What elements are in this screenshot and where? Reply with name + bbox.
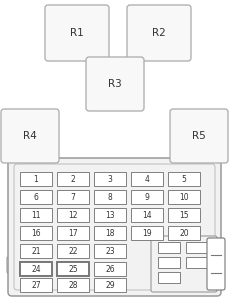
- Text: 2: 2: [71, 175, 75, 184]
- FancyBboxPatch shape: [86, 57, 144, 111]
- Bar: [20, 172, 52, 186]
- Text: 14: 14: [142, 211, 152, 220]
- Text: 25: 25: [68, 265, 78, 274]
- Bar: [20, 244, 52, 258]
- Text: 27: 27: [31, 280, 41, 290]
- Bar: [131, 190, 163, 204]
- FancyBboxPatch shape: [8, 158, 221, 296]
- FancyBboxPatch shape: [7, 257, 19, 273]
- Text: 18: 18: [105, 229, 115, 238]
- Text: 28: 28: [68, 280, 78, 290]
- FancyBboxPatch shape: [45, 5, 109, 61]
- Text: 26: 26: [105, 265, 115, 274]
- Text: R2: R2: [152, 28, 166, 38]
- Bar: [131, 172, 163, 186]
- Text: R4: R4: [23, 131, 37, 141]
- Text: 21: 21: [31, 247, 41, 256]
- Text: 7: 7: [71, 193, 75, 202]
- Bar: [158, 272, 180, 283]
- Text: 22: 22: [68, 247, 78, 256]
- Text: 1: 1: [34, 175, 38, 184]
- Bar: [168, 172, 200, 186]
- FancyBboxPatch shape: [207, 238, 225, 290]
- Bar: [94, 208, 126, 222]
- Bar: [94, 262, 126, 276]
- Bar: [158, 257, 180, 268]
- Bar: [168, 208, 200, 222]
- FancyBboxPatch shape: [1, 109, 59, 163]
- Text: 10: 10: [179, 193, 189, 202]
- Text: 23: 23: [105, 247, 115, 256]
- Text: R5: R5: [192, 131, 206, 141]
- Text: 8: 8: [108, 193, 112, 202]
- FancyBboxPatch shape: [127, 5, 191, 61]
- Text: 15: 15: [179, 211, 189, 220]
- Bar: [131, 226, 163, 240]
- Text: 11: 11: [31, 211, 41, 220]
- Bar: [57, 244, 89, 258]
- Text: 4: 4: [144, 175, 150, 184]
- Text: 19: 19: [142, 229, 152, 238]
- Bar: [94, 190, 126, 204]
- Bar: [20, 208, 52, 222]
- Bar: [168, 226, 200, 240]
- Bar: [57, 208, 89, 222]
- FancyBboxPatch shape: [14, 164, 215, 290]
- Bar: [158, 242, 180, 253]
- Bar: [57, 172, 89, 186]
- Bar: [57, 262, 89, 276]
- Bar: [57, 278, 89, 292]
- Bar: [20, 262, 52, 276]
- Bar: [94, 244, 126, 258]
- Bar: [168, 190, 200, 204]
- Text: R1: R1: [70, 28, 84, 38]
- Bar: [186, 257, 208, 268]
- Bar: [20, 226, 52, 240]
- Bar: [131, 208, 163, 222]
- Text: 17: 17: [68, 229, 78, 238]
- Text: 20: 20: [179, 229, 189, 238]
- Bar: [94, 172, 126, 186]
- Text: 16: 16: [31, 229, 41, 238]
- Text: 12: 12: [68, 211, 78, 220]
- Bar: [57, 190, 89, 204]
- Bar: [57, 226, 89, 240]
- Bar: [186, 242, 208, 253]
- FancyBboxPatch shape: [151, 236, 217, 292]
- Bar: [20, 278, 52, 292]
- Bar: [94, 226, 126, 240]
- Text: 29: 29: [105, 280, 115, 290]
- Text: 13: 13: [105, 211, 115, 220]
- Bar: [20, 190, 52, 204]
- Text: 5: 5: [182, 175, 186, 184]
- Text: R3: R3: [108, 79, 122, 89]
- Text: 9: 9: [144, 193, 150, 202]
- Text: 24: 24: [31, 265, 41, 274]
- FancyBboxPatch shape: [170, 109, 228, 163]
- Bar: [94, 278, 126, 292]
- Text: 6: 6: [34, 193, 38, 202]
- Text: 3: 3: [108, 175, 112, 184]
